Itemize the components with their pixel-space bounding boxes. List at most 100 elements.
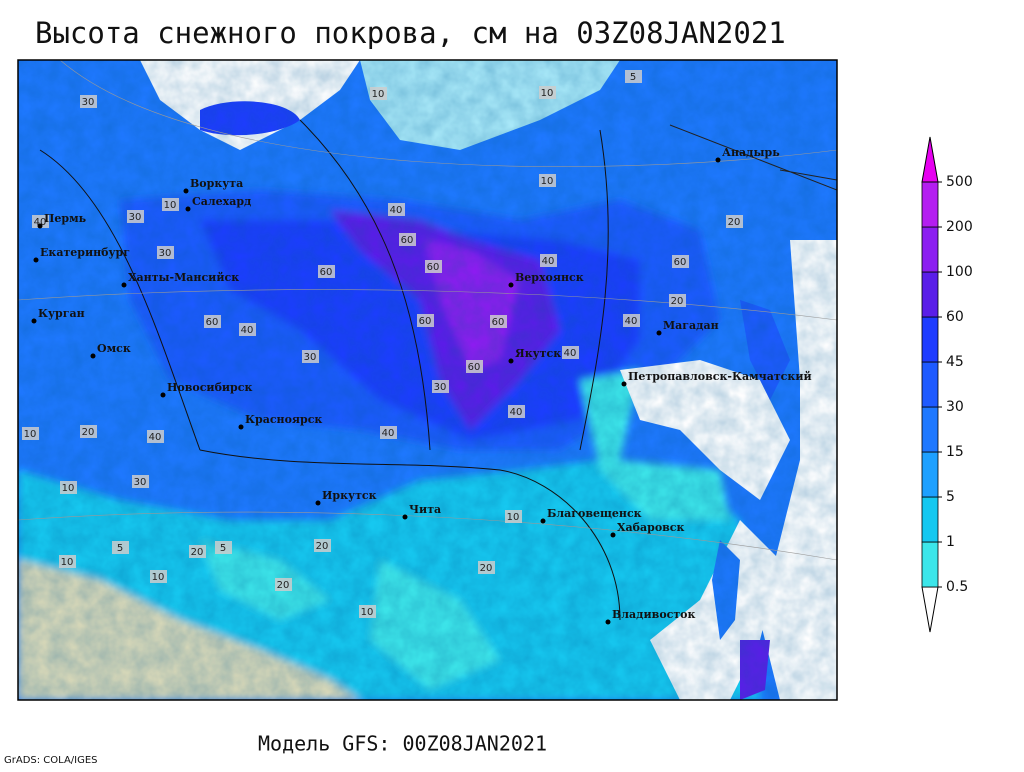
contour-label-box [162,198,179,211]
city-dot [715,157,721,163]
contour-label: 40 [510,407,523,418]
contour-label-box [726,215,743,228]
colorbar-segment [921,316,939,363]
city-dot [315,500,321,506]
contour-label-box [388,203,405,216]
contour-label-box [505,510,522,523]
contour-label: 60 [320,267,333,278]
city-name: Салехард [192,195,251,208]
city-name: Новосибирск [167,381,252,394]
contour-label: 20 [671,296,684,307]
contour-label-box [150,570,167,583]
colorbar-label: 60 [946,309,964,325]
contour-label: 40 [564,348,577,359]
contour-label: 5 [220,543,226,554]
contour-label-box [32,215,49,228]
contour-label-box [132,475,149,488]
city-name: Петропавловск-Камчатский [628,370,812,383]
colorbar-label: 100 [946,264,973,280]
contour-label-box [623,314,640,327]
contour-label-box [215,541,232,554]
contour-label: 10 [541,88,554,99]
colorbar-segment [921,406,939,453]
city-name: Анадырь [722,146,780,159]
contour-label-box [147,430,164,443]
city-dot [121,282,127,288]
contour-label: 40 [625,316,638,327]
contour-label: 30 [434,382,447,393]
contour-label: 20 [316,541,329,552]
contour-label: 10 [152,572,165,583]
contour-label-box [318,265,335,278]
contour-label-box [302,350,319,363]
contour-label: 60 [492,317,505,328]
city-dot [621,381,627,387]
contour-label-box [189,545,206,558]
contour-label-box [625,70,642,83]
colorbar-label: 0.5 [946,579,968,595]
contour-label-box [417,314,434,327]
contour-label-box [539,174,556,187]
city-dot [183,188,189,194]
contour-label-box [432,380,449,393]
contour-label-box [314,539,331,552]
contour-label: 40 [149,432,162,443]
map-frame [17,59,838,701]
contour-label-box [370,87,387,100]
colorbar-label: 500 [946,174,973,190]
contour-label: 60 [427,262,440,273]
contour-label-box [59,555,76,568]
contour-label: 10 [361,607,374,618]
contour-label-box [380,426,397,439]
contour-label: 60 [674,257,687,268]
colorbar-segment [921,181,939,228]
colorbar-segment [921,226,939,273]
contour-label-box [672,255,689,268]
contour-label-box [539,86,556,99]
colorbar-label: 200 [946,219,973,235]
contour-label: 40 [382,428,395,439]
contour-label-box [562,346,579,359]
contour-label-box [127,210,144,223]
contour-label: 30 [129,212,142,223]
colorbar-label: 1 [946,534,955,550]
contour-label-box [157,246,174,259]
contour-label: 60 [419,316,432,327]
credit: GrADS: COLA/IGES [4,755,98,766]
colorbar-arrow-low [921,586,939,633]
city-dot [37,223,43,229]
contour-label-box [478,561,495,574]
city-name: Ханты-Мансийск [128,271,239,284]
contour-label-box [359,605,376,618]
city-name: Хабаровск [617,521,684,534]
city-name: Владивосток [612,608,696,621]
city-name: Омск [97,342,131,355]
contour-label-box [275,578,292,591]
city-name: Магадан [663,319,719,332]
contour-label: 5 [630,72,636,83]
city-dot [160,392,166,398]
contour-label: 40 [34,217,47,228]
colorbar-label: 5 [946,489,955,505]
colorbar-segment [921,271,939,318]
contour-label-box [112,541,129,554]
contour-label-box [399,233,416,246]
city-dot [605,619,611,625]
city-dot [610,532,616,538]
city-name: Пермь [44,212,87,225]
contour-label: 60 [206,317,219,328]
contour-label-box [80,95,97,108]
contour-label: 10 [372,89,385,100]
contour-label: 30 [134,477,147,488]
colorbar-arrow-high [921,136,939,183]
contour-label-box [22,427,39,440]
colorbar-segment [921,451,939,498]
contour-label: 20 [82,427,95,438]
city-dot [90,353,96,359]
city-name: Екатеринбург [40,246,130,259]
title: Высота снежного покрова, см на 03Z08JAN2… [35,16,786,50]
colorbar-label: 15 [946,444,964,460]
contour-label: 30 [159,248,172,259]
